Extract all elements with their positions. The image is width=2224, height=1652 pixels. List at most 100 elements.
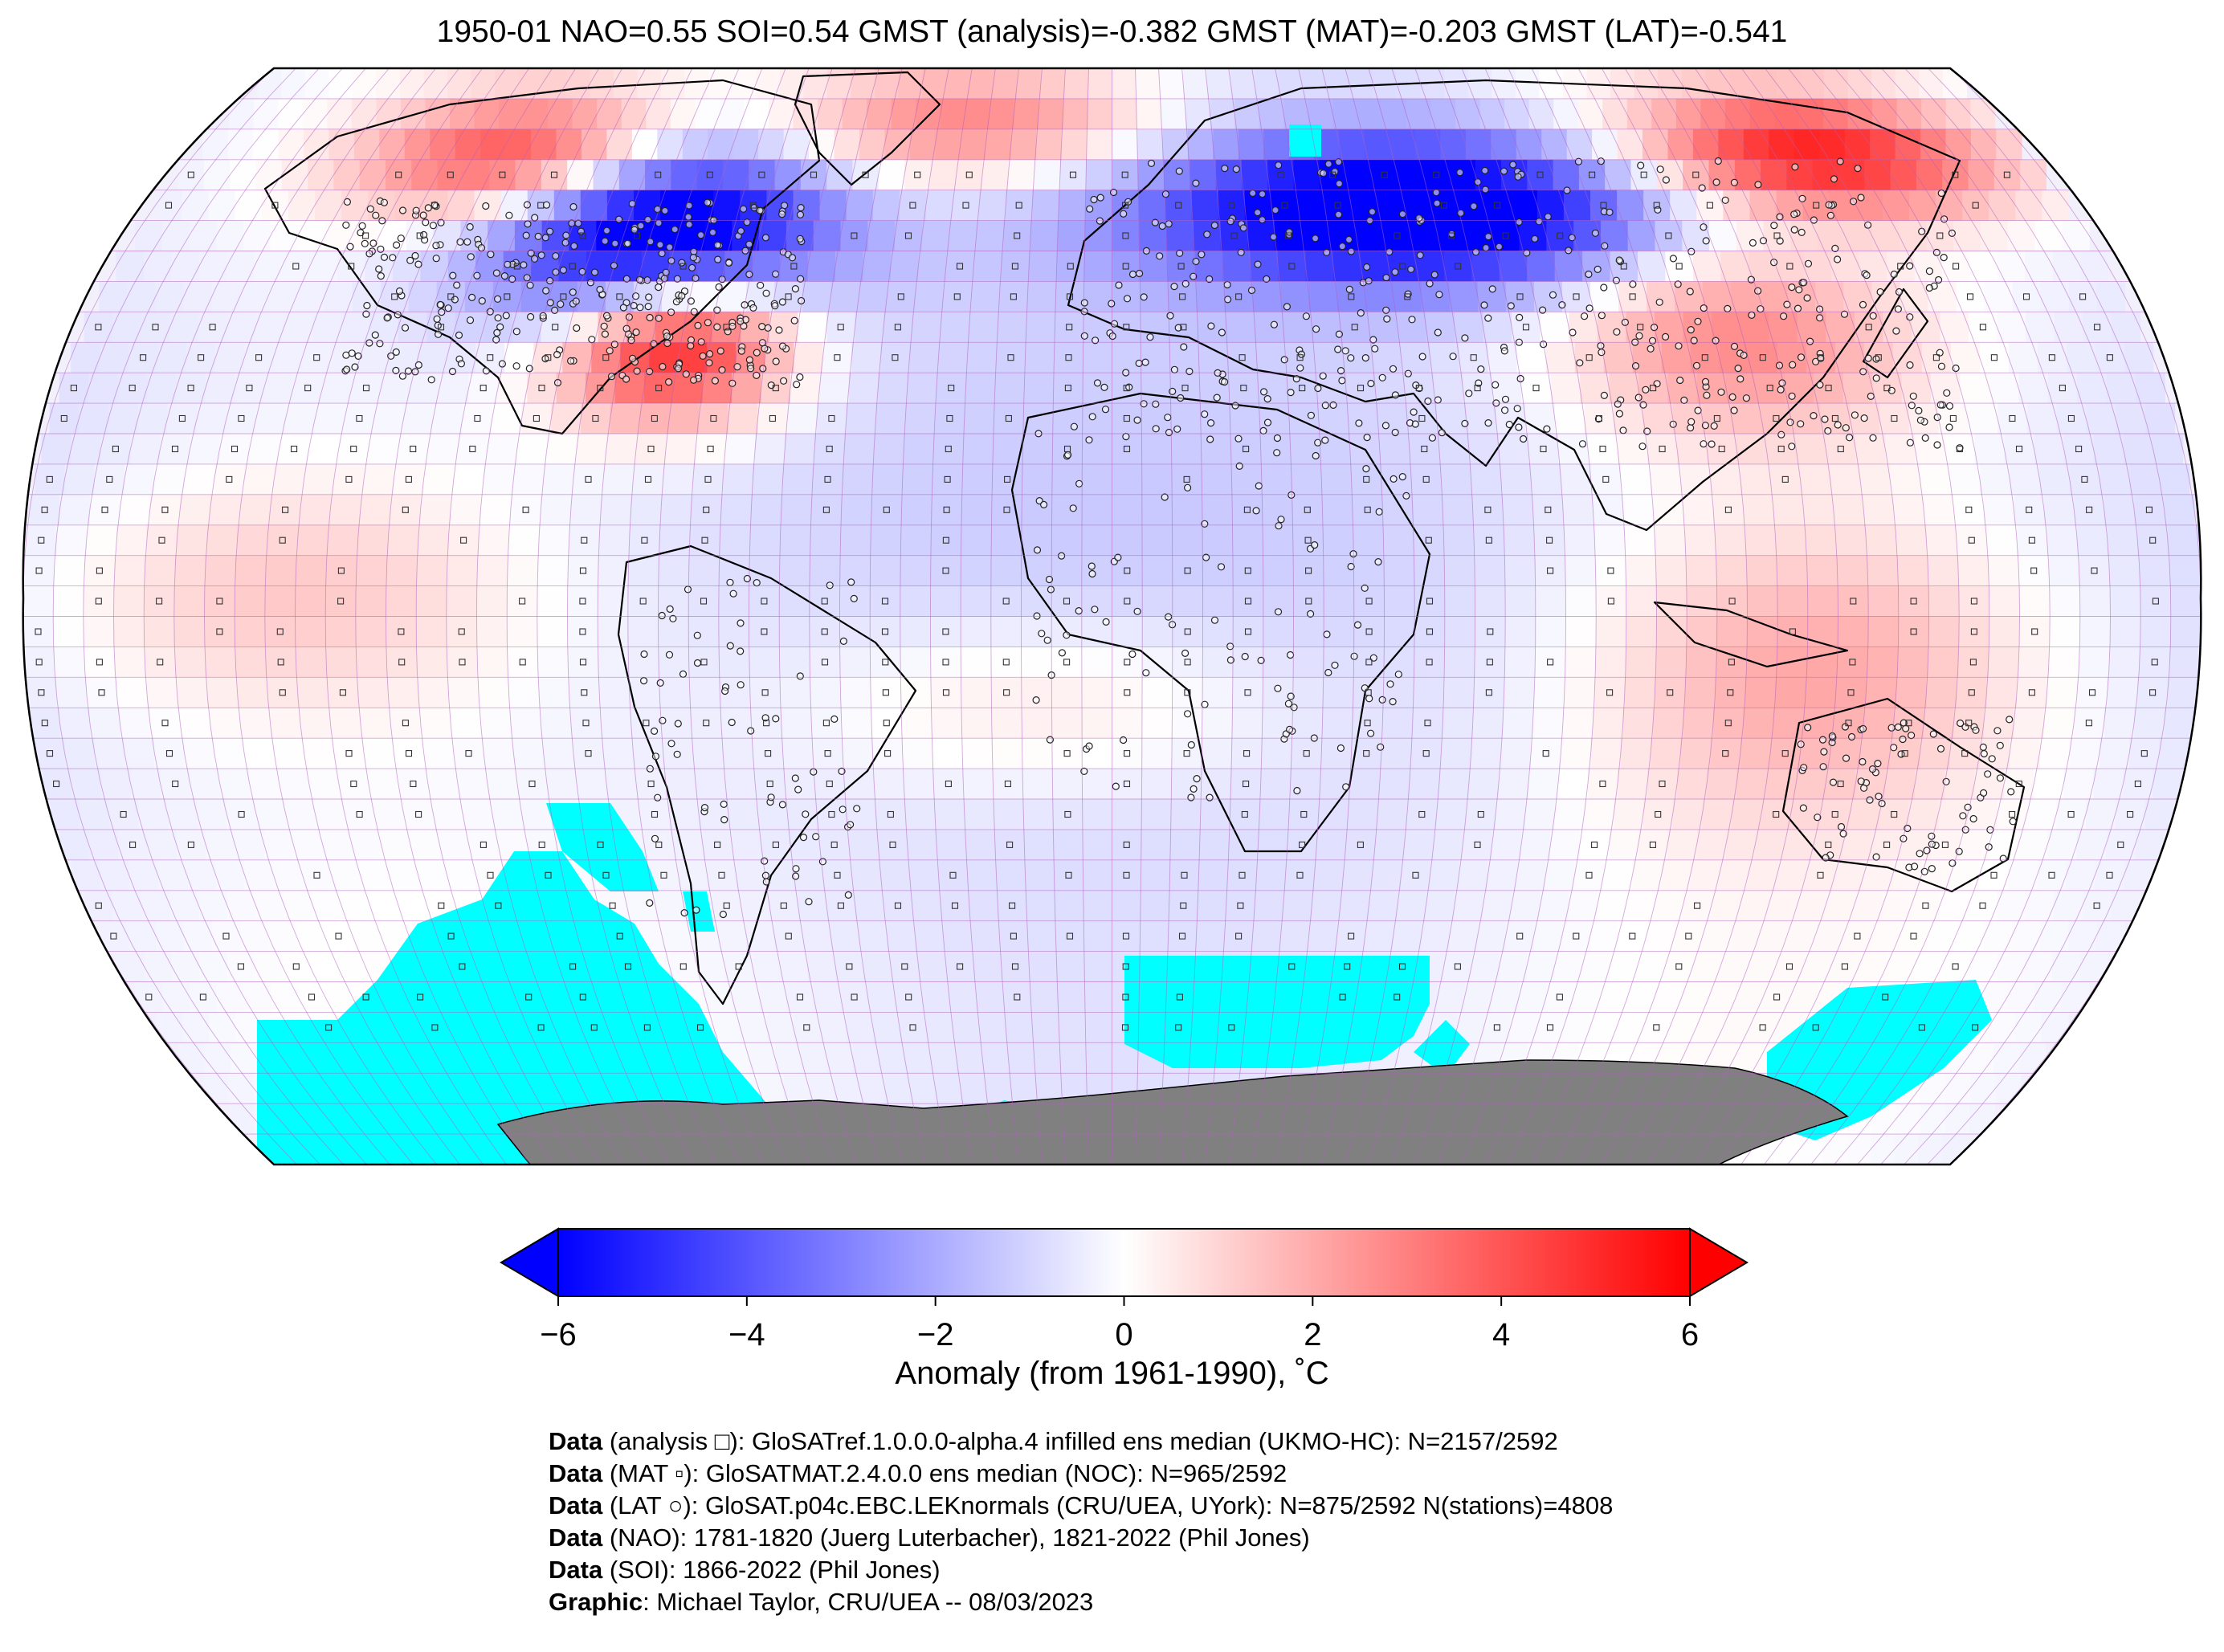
anomaly-cell	[1812, 159, 1839, 191]
anomaly-cell	[202, 128, 229, 161]
anomaly-cell	[1084, 251, 1113, 282]
anomaly-cell	[872, 190, 900, 222]
colorbar: −6 −4 −2 0 2 4 6	[500, 1227, 1749, 1352]
anomaly-cell	[1263, 128, 1290, 161]
anomaly-cell	[1993, 159, 2021, 191]
anomaly-cell	[230, 159, 257, 191]
anomaly-cell	[360, 342, 390, 373]
colorbar-tick-label: −6	[540, 1317, 577, 1352]
anomaly-cell	[1896, 98, 1922, 130]
anomaly-cell	[1112, 342, 1142, 373]
anomaly-cell	[794, 342, 823, 373]
anomaly-cell	[1238, 128, 1264, 161]
anomaly-cell	[1455, 312, 1484, 343]
anomaly-cell	[1054, 342, 1084, 373]
anomaly-cell	[88, 373, 119, 404]
anomaly-cell	[430, 128, 456, 161]
anomaly-cell	[1339, 128, 1365, 161]
anomaly-cell	[945, 251, 974, 282]
anomaly-cell	[515, 159, 542, 191]
anomaly-cell	[1230, 68, 1255, 100]
anomaly-cell	[1798, 98, 1824, 130]
credit-key: Data	[549, 1556, 603, 1584]
anomaly-cell	[312, 312, 342, 343]
anomaly-cell	[1786, 159, 1814, 191]
anomaly-cell	[606, 128, 633, 161]
anomaly-cell	[969, 312, 998, 343]
anomaly-cell	[1055, 312, 1084, 343]
colorbar-low-extend	[500, 1227, 559, 1298]
anomaly-cell	[327, 98, 353, 130]
anomaly-cell	[333, 159, 361, 191]
anomaly-cell	[480, 128, 507, 161]
anomaly-cell	[297, 220, 325, 252]
anomaly-cell	[215, 342, 245, 373]
anomaly-cell	[542, 68, 567, 100]
anomaly-cell	[1834, 342, 1865, 373]
anomaly-cell	[281, 159, 308, 191]
anomaly-cell	[1410, 220, 1438, 252]
anomaly-cell	[774, 159, 802, 191]
anomaly-cell	[1916, 159, 1943, 191]
anomaly-cell	[253, 98, 279, 130]
anomaly-cell	[1962, 190, 1989, 222]
anomaly-cell	[835, 251, 863, 282]
colorbar-tick-label: 6	[1681, 1317, 1699, 1352]
anomaly-cell	[1996, 128, 2022, 161]
anomaly-cell	[878, 159, 905, 191]
anomaly-cell	[1819, 128, 1846, 161]
anomaly-cell	[1008, 159, 1035, 191]
anomaly-cell	[918, 251, 947, 282]
anomaly-cell	[1278, 251, 1307, 282]
anomaly-cell	[565, 68, 590, 100]
anomaly-cell	[1847, 68, 1872, 100]
anomaly-cell	[315, 190, 342, 222]
anomaly-cell	[1655, 312, 1684, 343]
anomaly-cell	[1658, 68, 1683, 100]
anomaly-cell	[143, 251, 172, 282]
anomaly-cell	[562, 342, 592, 373]
anomaly-cell	[1920, 128, 1947, 161]
anomaly-cell	[909, 342, 939, 373]
anomaly-cell	[1112, 128, 1138, 161]
anomaly-cell	[925, 190, 953, 222]
anomaly-cell	[1895, 68, 1920, 100]
colorbar-tick-label: 2	[1304, 1317, 1321, 1352]
anomaly-cell	[813, 220, 842, 252]
anomaly-cell	[410, 373, 440, 404]
anomaly-cell	[1349, 68, 1374, 100]
anomaly-cell	[1025, 342, 1055, 373]
anomaly-cell	[2025, 251, 2054, 282]
anomaly-cell	[863, 251, 892, 282]
anomaly-cell	[474, 98, 500, 130]
anomaly-cell	[189, 220, 217, 252]
anomaly-cell	[1293, 159, 1320, 191]
anomaly-cell	[2015, 190, 2042, 222]
anomaly-cell	[851, 342, 881, 373]
anomaly-cell	[447, 190, 475, 222]
anomaly-cell	[304, 68, 329, 100]
anomaly-cell	[1136, 98, 1162, 130]
anomaly-cell	[859, 281, 888, 312]
anomaly-cell	[1626, 98, 1652, 130]
anomaly-cell	[1824, 68, 1849, 100]
credit-key: Graphic	[549, 1588, 643, 1616]
anomaly-cell	[1728, 68, 1753, 100]
anomaly-cell	[807, 251, 836, 282]
anomaly-cell	[1426, 312, 1455, 343]
anomaly-cell	[1492, 68, 1516, 100]
anomaly-cell	[1577, 98, 1603, 130]
anomaly-cell	[1308, 98, 1333, 130]
anomaly-cell	[1921, 98, 1947, 130]
anomaly-cell	[1516, 342, 1547, 373]
anomaly-cell	[244, 342, 274, 373]
anomaly-cell	[116, 251, 145, 282]
anomaly-cell	[1038, 98, 1063, 130]
anomaly-cell	[1345, 159, 1373, 191]
anomaly-cell	[208, 190, 236, 222]
anomaly-cell	[1030, 220, 1059, 252]
anomaly-cell	[1340, 312, 1370, 343]
anomaly-cell	[1892, 342, 1923, 373]
anomaly-cell	[1423, 159, 1450, 191]
anomaly-cell	[1136, 68, 1161, 100]
